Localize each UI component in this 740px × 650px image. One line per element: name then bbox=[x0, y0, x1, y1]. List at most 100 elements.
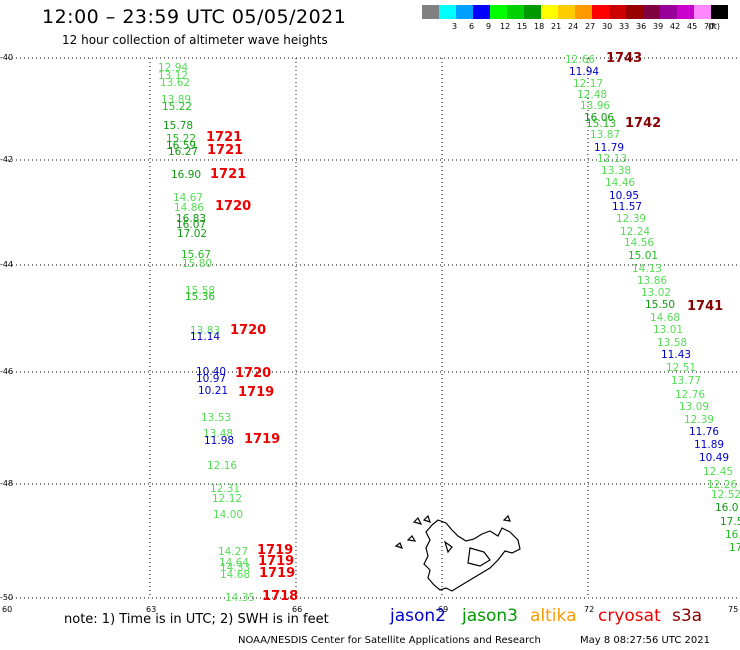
swh-value: 14.67 bbox=[173, 192, 204, 204]
satellite-jason2: jason2 bbox=[390, 606, 446, 626]
map-grid bbox=[8, 57, 740, 599]
swh-value: 15.80 bbox=[182, 258, 213, 270]
lon-tick: 72 bbox=[584, 605, 595, 614]
swh-value: 15.22 bbox=[162, 101, 193, 113]
legend-swatch bbox=[660, 5, 677, 19]
legend-swatch bbox=[524, 5, 541, 19]
swh-value: 13.58 bbox=[657, 337, 688, 349]
legend-swatch bbox=[473, 5, 490, 19]
swh-value: 14.00 bbox=[213, 509, 244, 521]
swh-value: 13.77 bbox=[671, 375, 702, 387]
pass-time-label: 1719 bbox=[259, 566, 296, 581]
swh-value: 14.86 bbox=[174, 202, 205, 214]
swh-value: 12.76 bbox=[675, 389, 706, 401]
legend-swatch bbox=[677, 5, 694, 19]
swh-value: 15.78 bbox=[163, 120, 194, 132]
lat-tick: -48 bbox=[0, 479, 14, 488]
legend-swatch-label: 70 bbox=[704, 22, 715, 31]
pass-time-label: 1718 bbox=[262, 589, 299, 604]
legend-swatch-label: 39 bbox=[653, 22, 664, 31]
legend-swatch bbox=[575, 5, 592, 19]
swh-value: 12.66 bbox=[565, 54, 596, 66]
legend-unit: (ft) bbox=[708, 22, 721, 31]
swh-value: 12.16 bbox=[207, 460, 238, 472]
lat-tick: -40 bbox=[0, 53, 14, 62]
swh-value: 13.87 bbox=[590, 129, 621, 141]
generated-timestamp: May 8 08:27:56 UTC 2021 bbox=[580, 635, 710, 646]
swh-value: 16.06 bbox=[584, 112, 615, 124]
swh-value: 10.21 bbox=[198, 385, 229, 397]
swh-value: 14.64 bbox=[219, 557, 250, 569]
lon-tick: 66 bbox=[292, 605, 303, 614]
pass-time-label: 1720 bbox=[235, 366, 272, 381]
swh-value: 10.97 bbox=[196, 373, 227, 385]
satellite-s3a: s3a bbox=[672, 606, 703, 626]
swh-value: 12.39 bbox=[616, 213, 647, 225]
swh-value: 12.51 bbox=[666, 362, 697, 374]
swh-value: 13.53 bbox=[201, 412, 232, 424]
swh-value: 15.50 bbox=[645, 299, 676, 311]
legend-swatch-label: 27 bbox=[585, 22, 596, 31]
credit-footer: NOAA/NESDIS Center for Satellite Applica… bbox=[238, 635, 541, 646]
pass-time-label: 1719 bbox=[244, 432, 281, 447]
legend-swatch-label: 24 bbox=[568, 22, 579, 31]
swh-value: 14.68 bbox=[220, 569, 251, 581]
swh-value: 12.45 bbox=[703, 466, 734, 478]
legend-swatch bbox=[439, 5, 456, 19]
swh-value: 13.09 bbox=[679, 401, 710, 413]
swh-value: 16.27 bbox=[168, 146, 199, 158]
swh-value: 16.59 bbox=[166, 140, 197, 152]
legend-swatch bbox=[694, 5, 711, 19]
swh-value: 15.67 bbox=[181, 249, 212, 261]
kerguelen-islands-outline bbox=[394, 514, 521, 592]
legend-swatch-label: 33 bbox=[619, 22, 630, 31]
swh-value: 13.01 bbox=[653, 324, 684, 336]
swh-value: 16. bbox=[725, 529, 740, 541]
swh-value: 11.98 bbox=[204, 435, 235, 447]
swh-value: 11.14 bbox=[190, 331, 221, 343]
swh-value: 15.13 bbox=[586, 118, 617, 130]
swh-value: 14.68 bbox=[650, 312, 681, 324]
swh-value: 12.94 bbox=[158, 62, 189, 74]
lat-tick: -42 bbox=[0, 155, 14, 164]
swh-value: 14.27 bbox=[218, 546, 249, 558]
legend-swatch bbox=[422, 5, 439, 19]
lat-tick: -44 bbox=[0, 260, 14, 269]
legend-swatch bbox=[456, 5, 473, 19]
legend-swatch-label: 21 bbox=[551, 22, 562, 31]
swh-value: 13.62 bbox=[160, 77, 191, 89]
lat-tick: -50 bbox=[0, 593, 14, 602]
swh-value: 16.0 bbox=[715, 502, 739, 514]
pass-time-label: 1721 bbox=[207, 143, 244, 158]
legend-swatch-label: 9 bbox=[486, 22, 492, 31]
pass-time-label: 1719 bbox=[258, 554, 295, 569]
pass-time-label: 1720 bbox=[215, 199, 252, 214]
swh-value: 11.79 bbox=[594, 142, 625, 154]
swh-value: 13.83 bbox=[190, 325, 221, 337]
map-subtitle: 12 hour collection of altimeter wave hei… bbox=[62, 33, 328, 47]
map-title: 12:00 – 23:59 UTC 05/05/2021 bbox=[42, 6, 347, 28]
swh-value: 12.48 bbox=[577, 89, 608, 101]
satellite-cryosat: cryosat bbox=[598, 606, 661, 626]
swh-value: 10.40 bbox=[196, 366, 227, 378]
legend-swatch bbox=[609, 5, 626, 19]
legend-swatch bbox=[626, 5, 643, 19]
pass-time-label: 1743 bbox=[606, 51, 643, 66]
swh-value: 17 bbox=[729, 542, 740, 554]
swh-value: 12.31 bbox=[210, 483, 241, 495]
swh-value: 14.46 bbox=[605, 177, 636, 189]
lon-tick: 69 bbox=[438, 605, 449, 614]
swh-value: 17.02 bbox=[177, 228, 208, 240]
pass-time-label: 1721 bbox=[210, 167, 247, 182]
swh-value: 12.39 bbox=[684, 414, 715, 426]
swh-value: 17.5 bbox=[720, 516, 740, 528]
satellite-altika: altika bbox=[530, 606, 577, 626]
swh-value: 11.76 bbox=[689, 426, 720, 438]
swh-value: 14.56 bbox=[624, 237, 655, 249]
swh-value: 13.02 bbox=[641, 287, 672, 299]
swh-value: 12.13 bbox=[597, 153, 628, 165]
legend-swatch bbox=[541, 5, 558, 19]
swh-value: 16.90 bbox=[171, 169, 202, 181]
legend-swatch-label: 18 bbox=[534, 22, 545, 31]
legend-swatch-label: 42 bbox=[670, 22, 681, 31]
